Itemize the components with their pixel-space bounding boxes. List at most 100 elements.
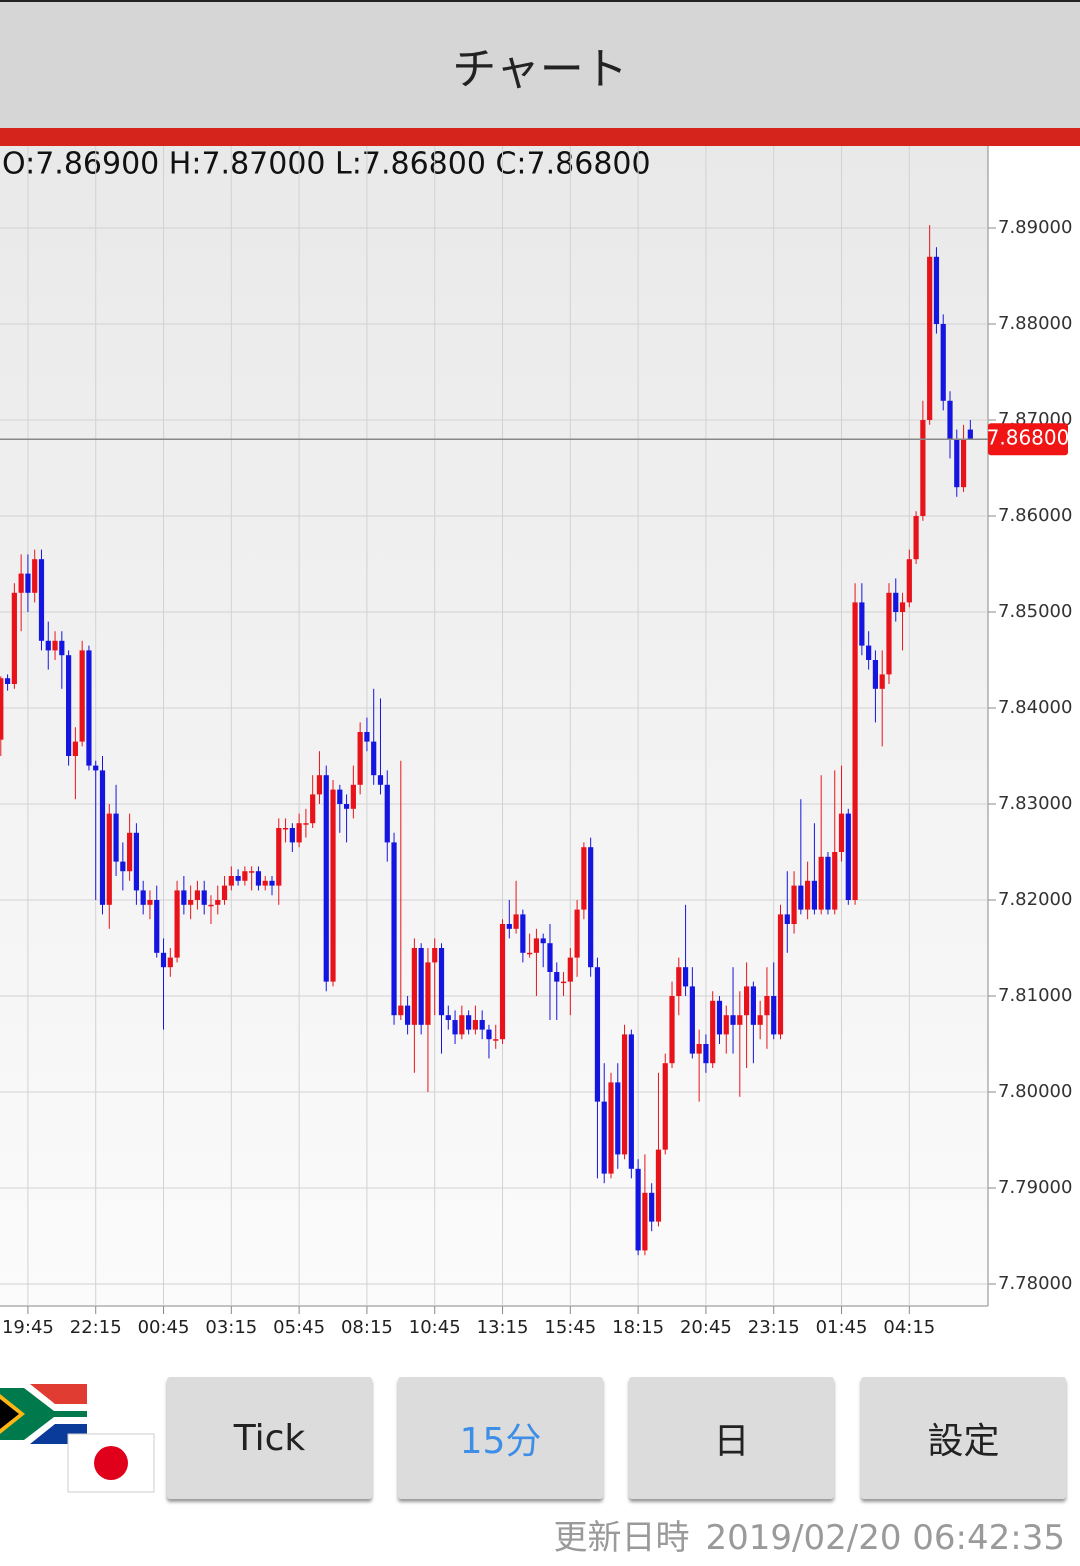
y-tick-label: 7.86000 [998, 505, 1072, 526]
candle-body [737, 1015, 743, 1025]
candle-body [784, 914, 790, 925]
candle-body [113, 813, 119, 862]
candle-body [527, 952, 533, 955]
candle-body [452, 1020, 458, 1035]
candle-body [676, 967, 682, 997]
candle-body [893, 592, 899, 612]
y-tick-label: 7.80000 [998, 1081, 1072, 1102]
header-title: チャート [452, 44, 628, 95]
candle-body [798, 885, 804, 910]
candle-body [757, 1015, 763, 1025]
candle-body [818, 856, 824, 910]
candle-body [655, 1149, 662, 1222]
candle-body [391, 842, 397, 1016]
candle-body [93, 765, 99, 771]
plot-background [0, 146, 988, 1306]
x-tick-label: 08:15 [341, 1317, 393, 1338]
candle-body [879, 674, 885, 689]
y-tick-label: 7.88000 [998, 313, 1072, 334]
candle-body [649, 1192, 655, 1222]
candle-body [635, 1168, 641, 1251]
candle-body [174, 890, 180, 958]
candle-body [872, 659, 879, 689]
candle-body [696, 1044, 702, 1054]
candle-body [920, 419, 926, 516]
candle-body [188, 900, 194, 905]
y-tick-label: 7.82000 [998, 889, 1072, 910]
settings-button[interactable]: 設定 [861, 1377, 1066, 1499]
candle-body [296, 823, 302, 843]
candle-body [445, 1015, 451, 1021]
candle-body [771, 996, 777, 1035]
candle-body [567, 957, 573, 982]
candle-body [79, 650, 85, 742]
candle-body [194, 890, 201, 901]
candle-body [940, 323, 946, 401]
candle-body [540, 938, 546, 944]
y-tick-label: 7.81000 [998, 985, 1072, 1006]
y-tick-label: 7.84000 [998, 697, 1072, 718]
candle-body [330, 789, 336, 982]
candle-body [303, 823, 309, 825]
candle-body [744, 986, 750, 1016]
candle-body [832, 852, 838, 910]
candle-body [954, 439, 960, 488]
candle-body [140, 890, 146, 905]
x-tick-label: 04:15 [883, 1317, 935, 1338]
candle-body [72, 741, 78, 757]
candle-body [86, 650, 92, 766]
candle-body [127, 832, 133, 872]
candle-body [621, 1034, 628, 1155]
candle-body [276, 828, 282, 886]
candle-body [520, 914, 526, 953]
x-tick-label: 22:15 [70, 1317, 122, 1338]
candle-body [364, 732, 370, 742]
candle-body [493, 1039, 499, 1041]
candle-body [323, 775, 329, 982]
candle-body [310, 794, 316, 824]
candle-body [547, 943, 553, 973]
candle-body [371, 741, 377, 776]
candle-body [560, 981, 567, 984]
candle-body [845, 813, 851, 901]
candle-body [574, 909, 580, 958]
candle-body [405, 1005, 411, 1025]
candle-body [316, 775, 323, 795]
candle-body [588, 847, 594, 968]
candle-body [38, 559, 45, 641]
y-tick-label: 7.89000 [998, 217, 1072, 238]
candle-body [866, 645, 872, 660]
candle-body [269, 880, 275, 886]
candle-body [662, 1063, 668, 1150]
header: チャート [0, 0, 1080, 128]
y-tick-label: 7.83000 [998, 793, 1072, 814]
candle-body [384, 784, 390, 843]
candle-body [242, 871, 248, 881]
candle-body [642, 1192, 648, 1251]
15min-button[interactable]: 15分 [398, 1377, 603, 1499]
candle-body [120, 861, 126, 872]
candle-body [147, 900, 153, 905]
day-button[interactable]: 日 [629, 1377, 834, 1499]
candle-body [899, 602, 906, 612]
candle-body [99, 770, 106, 905]
candle-body [337, 789, 343, 805]
candle-body [750, 986, 756, 1025]
x-tick-label: 19:45 [2, 1317, 54, 1338]
candle-body [418, 948, 424, 1025]
candle-body [235, 876, 241, 881]
candle-body [716, 1000, 723, 1035]
candle-body [25, 573, 31, 593]
update-label: 更新日時 [553, 1518, 690, 1558]
candle-body [825, 856, 831, 910]
x-tick-label: 18:15 [612, 1317, 664, 1338]
candle-body [18, 573, 24, 593]
y-tick-label: 7.85000 [998, 601, 1072, 622]
candle-body [32, 559, 38, 593]
x-tick-label: 20:45 [680, 1317, 732, 1338]
candle-body [499, 924, 506, 1040]
tick-button[interactable]: Tick [167, 1377, 372, 1499]
candle-body [262, 880, 268, 886]
candle-body [181, 890, 187, 905]
